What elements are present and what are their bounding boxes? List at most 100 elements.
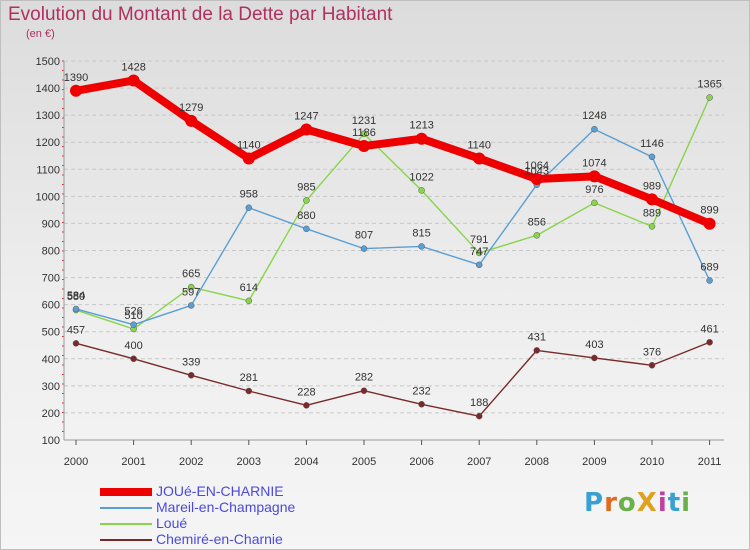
y-tick-label: 1500 <box>36 56 60 68</box>
x-tick-label: 2003 <box>237 456 261 468</box>
data-point <box>475 261 483 269</box>
x-tick-label: 2005 <box>352 456 376 468</box>
data-point <box>245 297 253 305</box>
data-label: 1247 <box>294 110 318 122</box>
data-point <box>360 130 368 138</box>
chart-title: Evolution du Montant de la Dette par Hab… <box>8 4 393 25</box>
series-line-0 <box>72 76 714 228</box>
data-point <box>418 243 425 250</box>
data-point <box>127 74 140 87</box>
data-point <box>648 223 656 230</box>
data-label: 899 <box>700 205 718 217</box>
legend-swatch <box>100 539 152 541</box>
legend-label: Chemiré-en-Charnie <box>156 531 283 547</box>
data-point <box>648 153 656 161</box>
data-label: 976 <box>585 184 603 196</box>
data-label: 1146 <box>640 138 664 150</box>
data-point <box>72 305 80 313</box>
legend-label: JOUé-EN-CHARNIE <box>156 483 284 499</box>
y-tick-label: 600 <box>42 300 60 312</box>
x-tick-label: 2011 <box>698 456 722 468</box>
data-point <box>475 412 483 420</box>
data-label: 1279 <box>179 102 203 114</box>
data-point <box>418 187 425 194</box>
data-point <box>591 354 598 362</box>
x-tick-label: 2010 <box>640 456 664 468</box>
data-label: 339 <box>182 356 200 368</box>
data-point <box>130 355 137 363</box>
data-point <box>473 152 486 165</box>
data-label: 747 <box>470 246 488 258</box>
data-point <box>646 193 658 206</box>
x-tick-label: 2004 <box>294 456 318 468</box>
data-label: 188 <box>470 397 488 409</box>
proxiti-logo: ProXiti <box>584 488 691 518</box>
data-label: 580 <box>67 291 85 303</box>
data-point <box>245 204 253 211</box>
x-tick-label: 2002 <box>179 456 203 468</box>
logo-letter: o <box>617 488 637 518</box>
y-tick-label: 400 <box>42 354 60 366</box>
data-point <box>591 125 598 133</box>
data-label: 807 <box>355 230 373 242</box>
data-label: 400 <box>124 340 142 352</box>
logo-letter: P <box>584 488 605 518</box>
y-tick-label: 1000 <box>36 191 60 203</box>
data-label: 1186 <box>352 127 376 139</box>
data-point <box>415 132 428 145</box>
y-tick-label: 1100 <box>36 164 60 176</box>
data-point <box>70 84 82 97</box>
legend-swatch <box>100 507 152 509</box>
data-point <box>588 170 601 183</box>
data-label: 889 <box>643 207 661 219</box>
data-point <box>358 140 370 153</box>
data-point <box>418 401 425 408</box>
x-tick-label: 2006 <box>409 456 433 468</box>
y-tick-label: 1300 <box>36 110 60 122</box>
data-point <box>475 249 483 257</box>
data-point <box>245 387 253 395</box>
legend-swatch <box>100 523 152 525</box>
data-label: 1074 <box>582 157 606 169</box>
y-tick-label: 1200 <box>36 137 60 149</box>
data-label: 281 <box>240 372 258 384</box>
legend-label: Mareil-en-Champagne <box>156 499 296 515</box>
y-tick-label: 800 <box>42 246 60 258</box>
series-line-2 <box>75 96 711 330</box>
data-label: 1140 <box>467 139 491 151</box>
data-point <box>130 321 137 328</box>
x-tick-label: 2008 <box>525 456 549 468</box>
y-tick-label: 200 <box>42 408 60 420</box>
data-point <box>533 232 541 239</box>
data-label: 403 <box>585 339 603 351</box>
data-point <box>303 197 310 204</box>
data-label: 597 <box>182 286 200 298</box>
y-tick-label: 300 <box>42 381 60 393</box>
logo-letter: t <box>667 488 682 518</box>
data-label: 1231 <box>352 115 376 127</box>
data-label: 457 <box>67 324 85 336</box>
logo-letter: r <box>604 488 618 518</box>
data-label: 815 <box>412 227 430 239</box>
data-label: 461 <box>700 323 718 335</box>
data-point <box>706 277 713 284</box>
logo-letter: i <box>657 488 668 518</box>
data-label: 856 <box>528 216 546 228</box>
data-label: 1213 <box>409 120 433 132</box>
unit-label: (en €) <box>26 28 55 40</box>
y-tick-label: 100 <box>42 435 60 447</box>
data-label: 1248 <box>582 110 606 122</box>
data-label: 1043 <box>525 166 549 178</box>
data-point <box>187 302 195 309</box>
data-label: 526 <box>124 306 142 318</box>
data-label: 584 <box>67 290 85 302</box>
data-label: 958 <box>240 189 258 201</box>
data-point <box>72 340 80 347</box>
series-line-1 <box>75 128 711 326</box>
data-point <box>706 339 713 346</box>
data-label: 228 <box>297 386 315 398</box>
data-label: 282 <box>355 372 373 384</box>
data-point <box>185 114 198 127</box>
